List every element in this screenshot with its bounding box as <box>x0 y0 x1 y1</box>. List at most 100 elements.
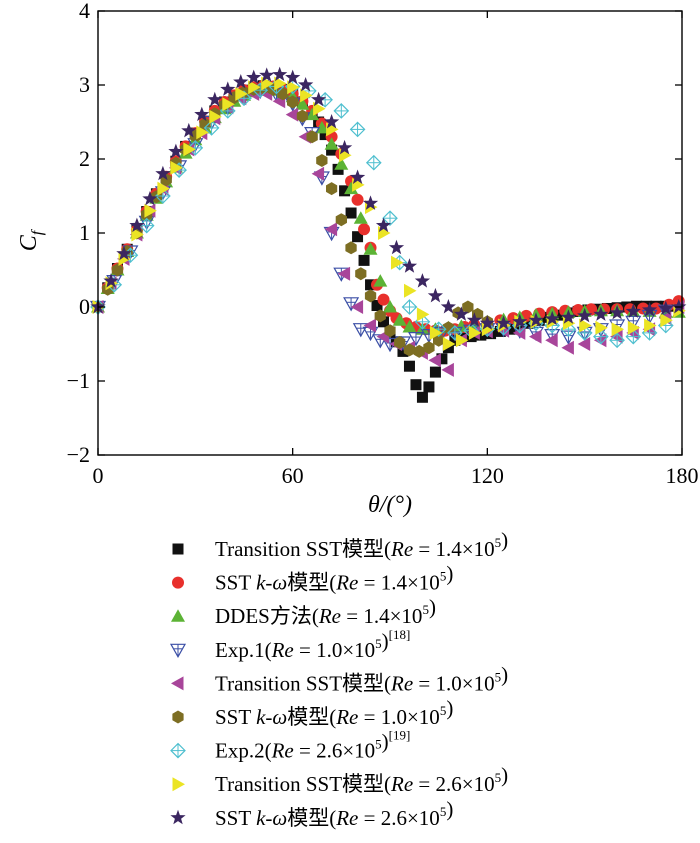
data-point <box>528 312 544 327</box>
data-point <box>428 353 441 368</box>
data-point <box>337 266 351 281</box>
data-point <box>609 304 625 320</box>
data-point <box>660 313 673 328</box>
y-tick-label: 3 <box>79 72 90 97</box>
data-point <box>168 143 184 159</box>
data-point <box>363 242 378 255</box>
plot-area <box>89 66 687 403</box>
data-point <box>358 254 370 266</box>
data-point <box>579 318 592 333</box>
legend-entry: Transition SST模型(Re = 1.4×105) <box>172 528 508 561</box>
data-point <box>259 67 275 82</box>
data-point <box>155 165 171 181</box>
data-point <box>410 379 422 391</box>
series-1 <box>92 80 682 403</box>
data-point <box>382 210 398 227</box>
data-point <box>391 255 404 270</box>
legend-marker <box>172 710 184 724</box>
data-point <box>436 353 448 365</box>
data-point <box>272 66 288 82</box>
y-tick-label: 2 <box>79 146 90 171</box>
data-point <box>377 293 390 306</box>
data-point <box>339 185 351 197</box>
series-2 <box>92 79 685 337</box>
data-point <box>593 328 609 345</box>
data-point <box>466 312 482 327</box>
legend-marker <box>170 809 186 825</box>
data-point <box>401 299 418 315</box>
data-point <box>274 76 287 91</box>
data-point <box>627 320 641 335</box>
data-point <box>209 109 222 124</box>
data-point <box>373 274 388 287</box>
data-point <box>349 169 366 184</box>
data-point <box>595 320 608 335</box>
data-point <box>544 310 560 326</box>
data-point <box>625 328 642 345</box>
x-axis-label: θ/(°) <box>368 492 412 518</box>
data-point <box>553 309 565 321</box>
data-point <box>577 337 591 351</box>
data-point <box>475 329 487 341</box>
data-point <box>403 343 416 357</box>
data-point <box>337 139 353 155</box>
data-point <box>577 307 593 323</box>
data-point <box>142 191 158 206</box>
data-point <box>402 320 417 333</box>
data-point <box>353 211 368 224</box>
series-9 <box>90 66 687 330</box>
data-point <box>388 239 405 255</box>
legend-marker <box>172 576 184 589</box>
data-point <box>658 300 674 315</box>
legend-entry: Transition SST模型(Re = 1.0×105) <box>171 662 508 695</box>
data-point <box>305 107 320 121</box>
data-point <box>287 95 299 109</box>
data-point <box>593 306 609 321</box>
data-point <box>181 122 197 138</box>
data-point <box>644 318 657 333</box>
legend-entry: Exp.2(Re = 2.6×105)[19] <box>170 728 410 763</box>
data-point <box>170 160 183 175</box>
legend-entry: Transition SST模型(Re = 2.6×105) <box>172 763 508 796</box>
data-point <box>455 333 469 348</box>
data-point <box>324 222 338 237</box>
data-point <box>345 207 357 219</box>
data-point <box>625 303 641 318</box>
data-point <box>427 287 443 303</box>
data-point <box>207 91 223 107</box>
data-point <box>592 303 604 315</box>
data-point <box>363 318 376 333</box>
data-point <box>129 217 145 233</box>
data-point <box>313 101 326 116</box>
legend-label: SST k-ω模型(Re = 2.6×105) <box>215 797 453 830</box>
data-point <box>423 341 435 355</box>
data-point <box>285 107 299 122</box>
data-point <box>324 114 340 129</box>
data-point <box>333 103 350 119</box>
data-point <box>335 213 347 227</box>
y-tick-label: 0 <box>79 294 90 319</box>
data-point <box>384 324 396 338</box>
legend-entry: Exp.1(Re = 1.0×105)[18] <box>169 627 410 662</box>
data-point <box>545 333 558 348</box>
data-point <box>220 81 236 96</box>
y-axis-label: Cf <box>16 228 46 251</box>
data-point <box>365 154 382 171</box>
data-point <box>462 300 474 314</box>
legend-marker <box>171 676 184 691</box>
data-point <box>560 309 577 324</box>
data-point <box>157 181 170 196</box>
x-tick-label: 180 <box>666 463 699 488</box>
data-point <box>429 325 443 340</box>
axes: −2 −1 0 1 2 3 4 0 60 120 180 θ/(°) Cf <box>16 0 699 518</box>
data-point <box>111 263 124 277</box>
data-point <box>441 362 454 377</box>
data-point <box>311 166 325 181</box>
legend-marker <box>172 543 184 555</box>
data-point <box>324 137 339 150</box>
data-point <box>442 337 456 351</box>
data-point <box>416 307 430 322</box>
data-point <box>352 231 364 243</box>
data-point <box>383 300 397 313</box>
data-point <box>203 120 220 136</box>
